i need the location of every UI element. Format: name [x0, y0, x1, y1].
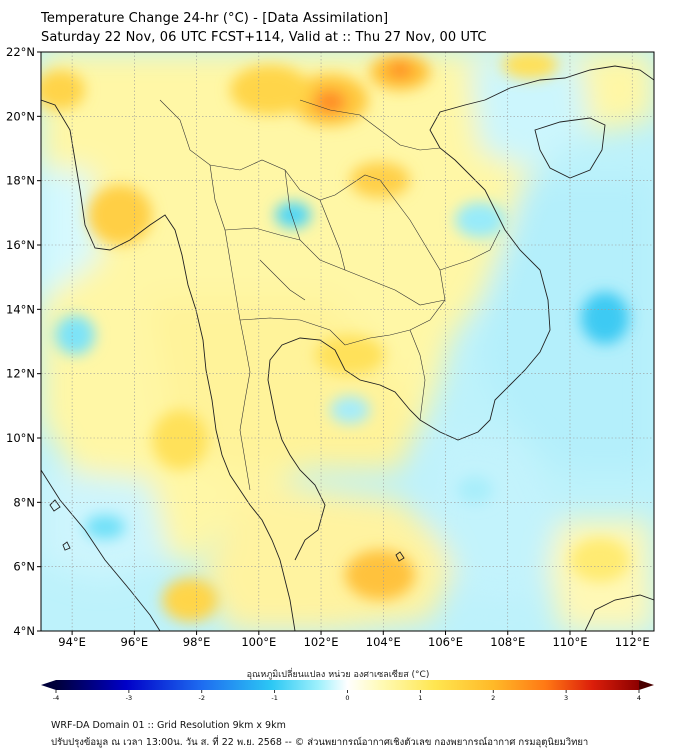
lat-tick-label: 16°N — [6, 238, 35, 252]
map-title: Temperature Change 24-hr (°C) - [Data As… — [41, 11, 389, 26]
colorbar-tick-label: 1 — [418, 694, 422, 702]
lon-tick-label: 112°E — [615, 635, 650, 649]
colorbar-tick-label: -4 — [53, 694, 59, 702]
lon-tick-label: 104°E — [366, 635, 401, 649]
borders — [159, 99, 501, 491]
colorbar-bar — [56, 680, 639, 690]
lon-tick-label: 110°E — [553, 635, 588, 649]
colorbar-ticks: -4 -3 -2 -1 0 1 2 3 4 — [53, 690, 641, 702]
lat-tick-label: 22°N — [6, 45, 35, 59]
lon-tick-label: 94°E — [58, 635, 86, 649]
lon-tick-label: 106°E — [428, 635, 463, 649]
colorbar: -4 -3 -2 -1 0 1 2 3 4 — [41, 680, 654, 702]
lat-tick-label: 12°N — [6, 367, 35, 381]
colorbar-tick-label: 3 — [564, 694, 568, 702]
colorbar-tick-label: -1 — [271, 694, 277, 702]
lat-tick-label: 20°N — [6, 109, 35, 123]
map-subtitle: Saturday 22 Nov, 06 UTC FCST+114, Valid … — [41, 30, 487, 45]
colorbar-tick-label: -3 — [126, 694, 132, 702]
lon-tick-label: 96°E — [121, 635, 149, 649]
temperature-change-map: 22°N 20°N 18°N 16°N 14°N 12°N 10°N 8°N 6°N 4°N 94°… — [6, 45, 655, 702]
coastlines — [41, 65, 654, 631]
lon-tick-label: 102°E — [304, 635, 339, 649]
colorbar-tick-label: 4 — [637, 694, 641, 702]
lat-tick-label: 6°N — [13, 560, 35, 574]
lon-tick-label: 98°E — [183, 635, 211, 649]
map-axes: 22°N 20°N 18°N 16°N 14°N 12°N 10°N 8°N 6°N 4°N 94°… — [6, 45, 650, 649]
map-field — [41, 52, 654, 631]
colorbar-max-extend — [639, 680, 654, 690]
colorbar-tick-label: -2 — [199, 694, 205, 702]
colorbar-tick-label: 2 — [491, 694, 495, 702]
lat-tick-label: 14°N — [6, 302, 35, 316]
lat-tick-label: 4°N — [13, 624, 35, 638]
map-frame — [40, 51, 655, 632]
colorbar-min-extend — [41, 680, 56, 690]
colorbar-tick-label: 0 — [345, 694, 349, 702]
footer-credits: ปรับปรุงข้อมูล ณ เวลา 13:00น. วัน ส. ที่… — [51, 737, 589, 748]
footer-model-info: WRF-DA Domain 01 :: Grid Resolution 9km … — [51, 720, 286, 731]
lat-tick-label: 10°N — [6, 431, 35, 445]
colorbar-label: อุณหภูมิเปลี่ยนแปลง หน่วย องศาเซลเซียส (… — [246, 670, 430, 680]
lon-tick-label: 100°E — [241, 635, 276, 649]
lon-tick-label: 108°E — [490, 635, 525, 649]
lat-tick-label: 8°N — [13, 495, 35, 509]
lat-tick-label: 18°N — [6, 174, 35, 188]
